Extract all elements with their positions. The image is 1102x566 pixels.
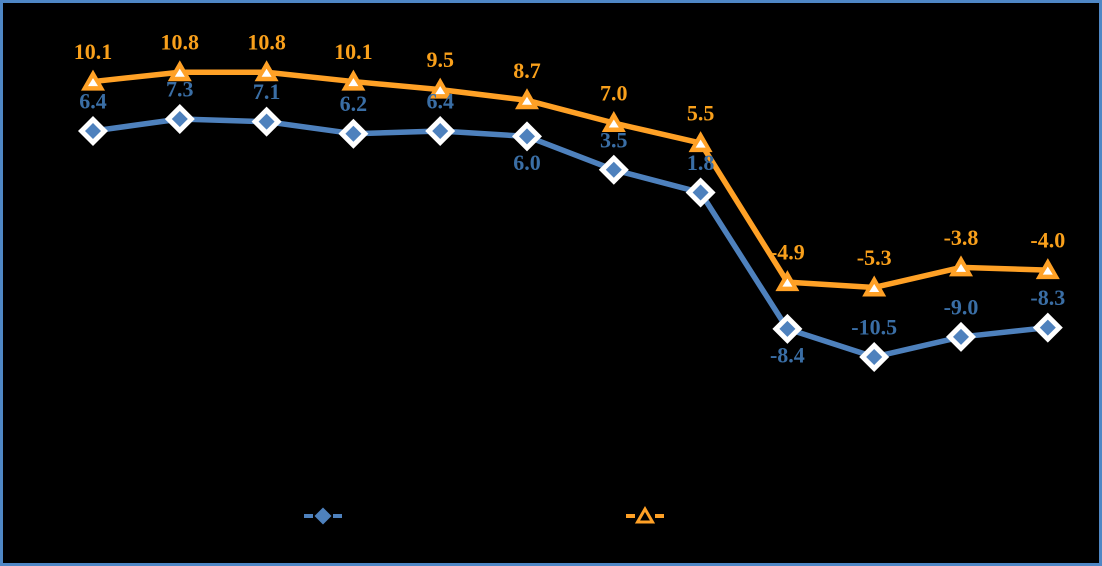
orange-data-label: 10.1	[334, 39, 373, 64]
blue-data-label: 7.1	[253, 79, 281, 104]
orange-triangle-marker-inner	[782, 278, 793, 287]
blue-diamond-marker-inner	[692, 184, 709, 201]
blue-data-label: -9.0	[944, 294, 979, 319]
orange-triangle-marker-inner	[695, 139, 706, 148]
orange-triangle-marker-inner	[261, 68, 272, 77]
blue-series-line	[90, 116, 1051, 360]
orange-triangle-marker-inner	[348, 78, 359, 87]
orange-data-label: 5.5	[687, 101, 715, 126]
orange-data-label: 9.5	[426, 47, 454, 72]
blue-data-label: 7.3	[166, 76, 194, 101]
blue-data-label: 6.4	[426, 89, 454, 114]
orange-triangle-marker-inner	[869, 283, 880, 292]
orange-triangle-marker-inner	[88, 78, 98, 87]
blue-data-label: -8.3	[1030, 285, 1065, 310]
orange-data-label: -5.3	[857, 245, 892, 270]
orange-triangle-marker-inner	[522, 96, 532, 105]
orange-series-line	[90, 69, 1051, 291]
blue-diamond-marker-inner	[85, 123, 101, 140]
blue-diamond-marker-inner	[519, 128, 535, 145]
blue-diamond-marker-inner	[953, 328, 969, 345]
orange-data-label: -4.9	[770, 240, 805, 265]
blue-diamond-marker-inner	[605, 161, 622, 178]
blue-diamond-marker-inner	[345, 125, 362, 142]
orange-data-label: 7.0	[600, 81, 628, 106]
blue-data-label: 6.4	[79, 89, 107, 114]
blue-data-label: 1.8	[687, 150, 715, 175]
orange-triangle-marker-inner	[956, 263, 966, 272]
blue-diamond-marker-inner	[866, 348, 883, 365]
blue-diamond-marker-inner	[258, 113, 275, 130]
orange-data-label: 8.7	[513, 58, 541, 83]
blue-data-label: 3.5	[600, 127, 628, 152]
blue-data-label: 6.2	[340, 91, 368, 116]
legend-diamond-marker	[314, 507, 332, 525]
blue-diamond-marker-inner	[779, 320, 796, 337]
orange-triangle-marker-inner	[174, 68, 185, 77]
orange-data-label: -4.0	[1030, 228, 1065, 253]
orange-data-label: 10.8	[247, 30, 286, 55]
legend-triangle-marker	[634, 505, 656, 524]
blue-diamond-marker-inner	[171, 110, 188, 127]
orange-triangle-marker-inner	[608, 119, 619, 128]
blue-data-label: 6.0	[513, 150, 541, 175]
legend-item-orange	[626, 505, 664, 524]
blue-data-label: -8.4	[770, 342, 805, 367]
orange-data-label: 10.1	[74, 39, 113, 64]
orange-data-label: -3.8	[944, 225, 979, 250]
orange-triangle-marker-inner	[435, 86, 446, 95]
blue-diamond-marker-inner	[1039, 319, 1056, 336]
orange-data-label: 10.8	[161, 30, 200, 55]
blue-diamond-marker-inner	[432, 123, 449, 140]
orange-triangle-marker-inner	[1042, 266, 1053, 275]
blue-data-label: -10.5	[851, 314, 897, 339]
legend-item-blue	[304, 507, 342, 525]
